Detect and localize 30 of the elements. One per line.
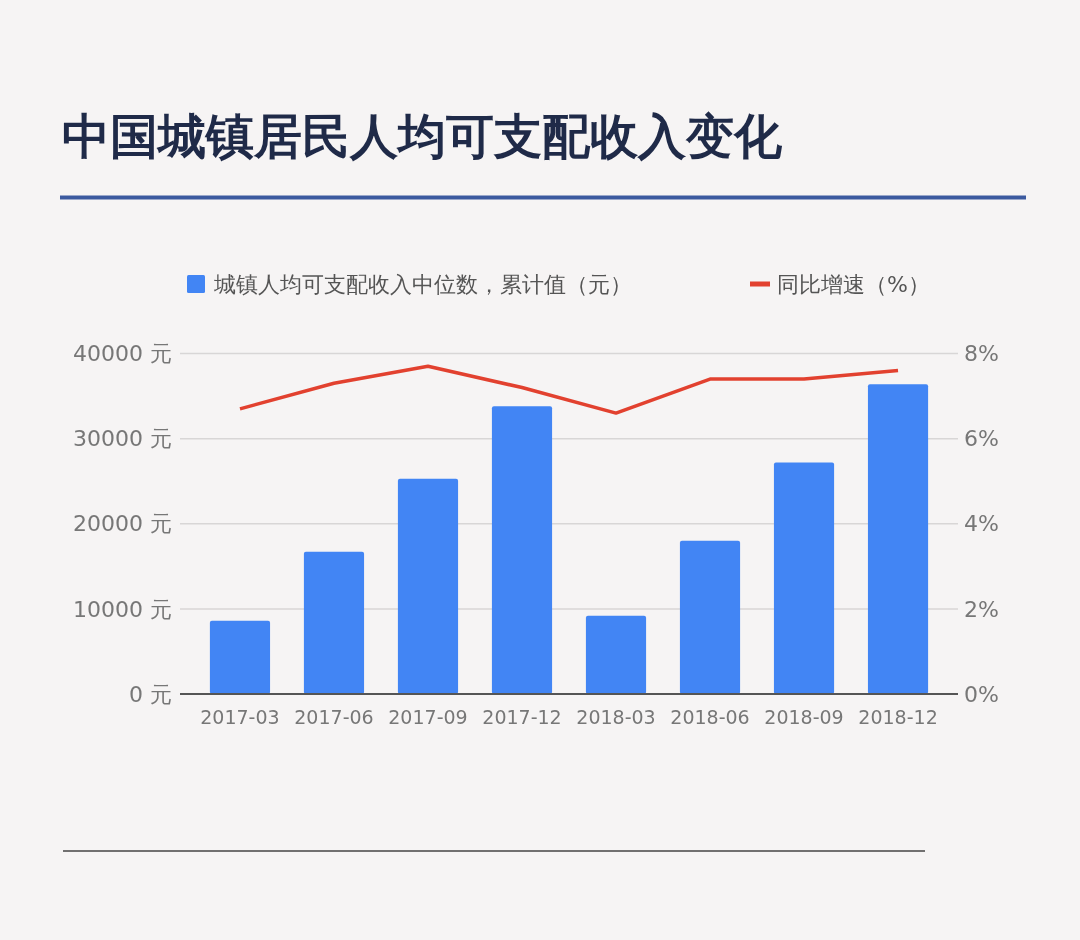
chart-title: 中国城镇居民人均可支配收入变化 [62, 108, 783, 164]
y2-tick-label: 0% [964, 681, 999, 707]
bar [585, 615, 647, 694]
legend-label: 同比增速（%） [777, 271, 930, 297]
bar [397, 478, 459, 694]
y2-tick-label: 2% [964, 596, 999, 622]
x-tick-label: 2017-03 [200, 706, 280, 728]
x-tick-label: 2017-09 [388, 706, 468, 728]
legend-label: 城镇人均可支配收入中位数，累计值（元） [213, 271, 632, 297]
x-tick-label: 2018-06 [670, 706, 750, 728]
y2-tick-label: 4% [964, 511, 999, 537]
y-tick-label: 30000 元 [73, 426, 172, 452]
bar [679, 540, 741, 694]
x-tick-label: 2018-09 [764, 706, 844, 728]
bar [773, 462, 835, 694]
y-tick-label: 40000 元 [73, 341, 172, 367]
y-tick-label: 0 元 [129, 681, 172, 707]
y-tick-label: 20000 元 [73, 511, 172, 537]
bar [867, 384, 929, 694]
y2-tick-label: 6% [964, 426, 999, 452]
bar [303, 551, 365, 694]
bar [209, 620, 271, 694]
line-series [238, 364, 900, 415]
x-tick-label: 2017-06 [294, 706, 374, 728]
x-tick-label: 2017-12 [482, 706, 562, 728]
bar [491, 406, 553, 694]
x-tick-label: 2018-12 [858, 706, 938, 728]
y2-tick-label: 8% [964, 341, 999, 367]
y-tick-label: 10000 元 [73, 596, 172, 622]
x-tick-label: 2018-03 [576, 706, 656, 728]
